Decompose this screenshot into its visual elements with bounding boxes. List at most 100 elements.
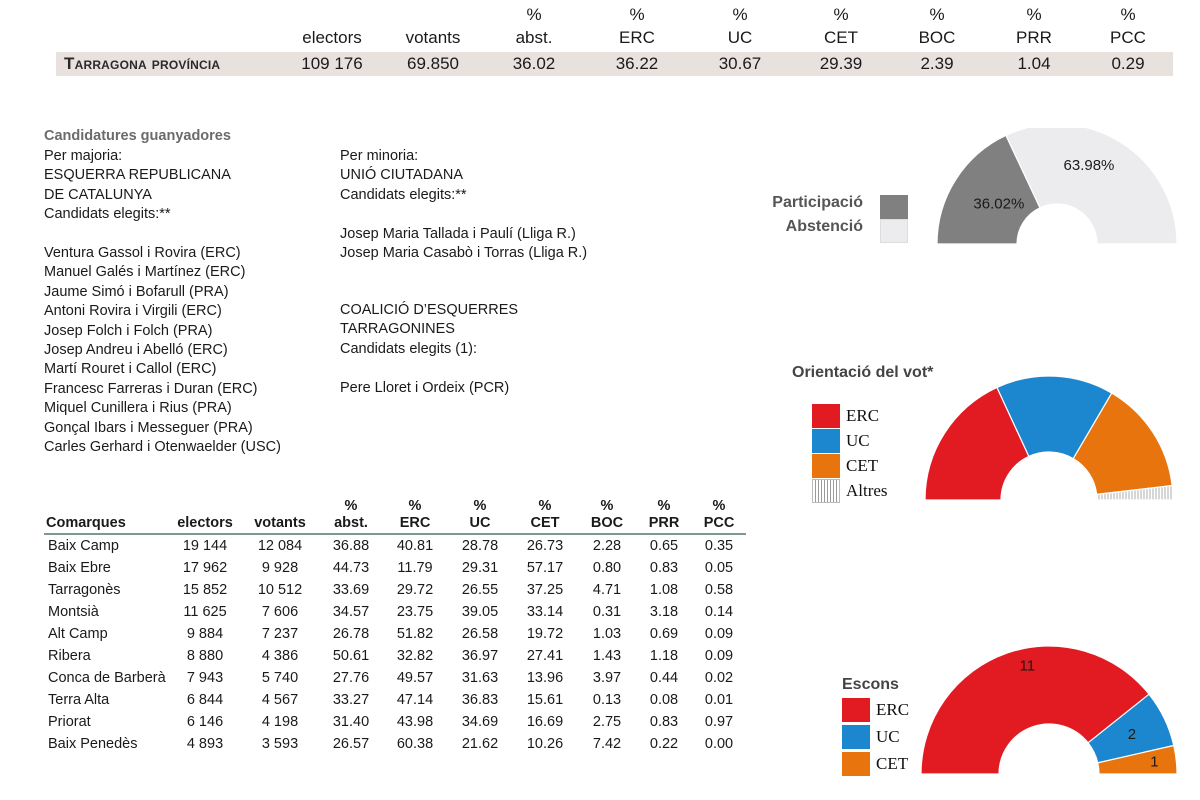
table-cell: 0.02 [704,670,734,686]
table-cell: 0.97 [704,714,734,730]
table-cell: 10 512 [257,582,303,598]
table-cell: 32.82 [396,648,434,664]
slice-altres [1096,484,1174,501]
province-col-header: ERC [619,28,655,47]
table-cell: 21.62 [461,736,499,752]
candidate-name: Pere Lloret i Ordeix (PCR) [340,379,510,396]
table-cell: 4 386 [261,648,299,664]
orientation-title: Orientació del vot* [792,364,934,381]
province-value: 36.02 [512,54,556,73]
table-cell: 10.26 [526,736,564,752]
legend-label-erc: ERC [876,700,910,719]
comarca-name: Terra Alta [48,692,110,708]
table-cell: 17 962 [182,560,228,576]
legend-swatch-erc [812,404,840,428]
table-header-pct [240,498,320,515]
seats-half-pie: 11 21 [920,645,1178,775]
province-col-pct: % [732,5,748,24]
candidate-name: Manuel Galés i Martínez (ERC) [44,264,246,281]
province-value: 2.39 [920,54,954,73]
table-cell: 16.69 [526,714,564,730]
province-col-header: PRR [1016,28,1052,47]
seats-title: Escons [842,676,899,693]
comarca-name: Baix Penedès [48,736,138,752]
province-row-band [56,52,1173,76]
table-row: Alt Camp 9 884 7 237 26.78 51.82 26.58 19.72 1.… [44,623,746,645]
table-cell: 8 880 [186,648,224,664]
legend-swatch-altres [812,479,840,503]
majority-label: Per majoria: [44,148,123,164]
table-cell: 19.72 [526,626,564,642]
table-cell: 7.42 [592,736,622,752]
province-col-pct: % [1026,5,1042,24]
table-cell: 50.61 [332,648,370,664]
candidate-name: Jaume Simó i Bofarull (PRA) [44,283,229,300]
table-row: Baix Penedès 4 893 3 593 26.57 60.38 21.62 10.… [44,733,746,755]
table-row: Baix Ebre 17 962 9 928 44.73 11.79 29.31 57.17… [44,557,746,579]
comarca-name: Conca de Barberà [48,670,166,686]
comarques-table: %%%%%%% Comarques electors votants abst. ERC… [44,498,746,755]
table-cell: 11.79 [397,560,433,576]
table-cell: 0.09 [704,626,734,642]
table-header-pct: % [657,498,671,514]
candidate-name: Josep Folch i Folch (PRA) [44,322,213,339]
table-cell: 0.44 [649,670,679,686]
legend-swatch-cet [842,752,870,776]
table-cell: 40.81 [396,538,434,554]
majority-party-line: DE CATALUNYA [44,186,152,203]
table-cell: 4 567 [261,692,299,708]
minority-label: Per minoria: [340,148,419,164]
comarca-name: Baix Camp [48,538,119,554]
table-cell: 31.40 [332,714,370,730]
table-cell: 0.13 [592,692,622,708]
minority-elected-label: Candidats elegits:** [340,186,467,203]
table-row: Baix Camp 19 144 12 084 36.88 40.81 28.78 26.7… [44,534,746,557]
province-col-pct: % [1120,5,1136,24]
candidate-name: Ventura Gassol i Rovira (ERC) [44,245,241,262]
table-cell: 15.61 [526,692,564,708]
table-cell: 3.97 [592,670,622,686]
coalition-party-line: COALICIÓ D’ESQUERRES [340,302,519,318]
province-col-header: UC [727,28,753,47]
table-header-cell: electors [170,515,240,535]
table-cell: 26.55 [461,582,499,598]
comarca-name: Alt Camp [48,626,108,642]
table-cell: 0.35 [704,538,734,554]
province-name: Tarragona província [64,54,221,73]
majority-block: Per majoria: ESQUERRA REPUBLICANA DE CAT… [44,147,281,457]
slice-label-abstenció: 63.98% [1064,157,1115,174]
table-header-cell: CET [512,515,578,535]
table-header-pct [170,498,240,515]
table-cell: 39.05 [461,604,499,620]
table-cell: 60.38 [396,736,434,752]
table-header-pct: % [473,498,487,514]
province-col-pct: % [929,5,945,24]
table-cell: 27.76 [332,670,370,686]
legend-label-erc: ERC [846,406,880,425]
province-header: electors votants% abst.% ERC% UC% CET% BOC% PRR… [0,4,1200,48]
table-header-cell: BOC [578,515,636,535]
table-cell: 7 943 [186,670,224,686]
table-header-cell: votants [240,515,320,535]
table-cell: 26.58 [461,626,499,642]
comarca-name: Tarragonès [48,582,121,598]
legend-label-cet: CET [876,754,909,773]
province-value: 0.29 [1111,54,1145,73]
table-cell: 0.01 [704,692,734,708]
table-cell: 34.69 [461,714,499,730]
table-cell: 36.88 [332,538,370,554]
table-cell: 7 606 [261,604,299,620]
candidate-name: Martí Rouret i Callol (ERC) [44,361,217,378]
candidate-name: Miquel Cunillera i Rius (PRA) [44,400,232,417]
majority-elected-label: Candidats elegits:** [44,206,171,223]
table-header-pct: % [538,498,552,514]
legend-swatch-erc [842,698,870,722]
table-cell: 28.78 [461,538,499,554]
legend-swatch-participacio [880,195,908,219]
minority-candidate-list: Josep Maria Tallada i Paulí (Lliga R.) Jo… [340,225,587,264]
slice-label-participació: 36.02% [973,195,1024,212]
table-header-cell: ERC [382,515,448,535]
table-cell: 27.41 [526,648,564,664]
table-cell: 9 928 [261,560,299,576]
spacer [340,205,587,224]
